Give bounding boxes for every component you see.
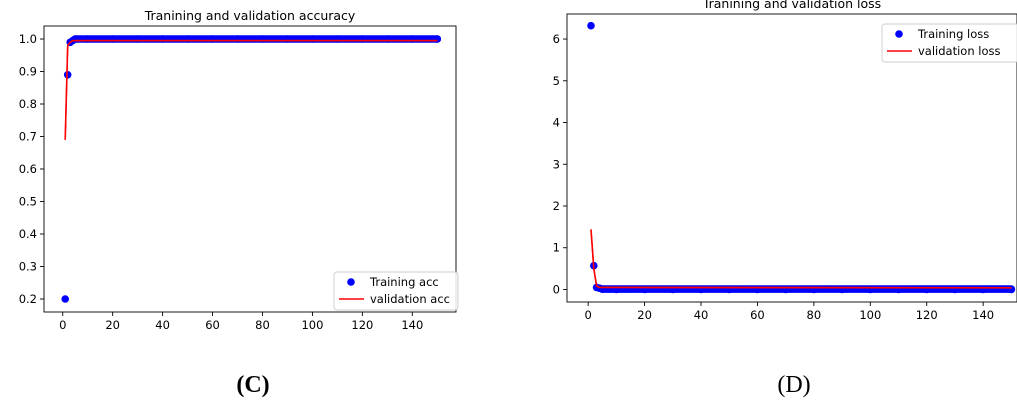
y-tick-label: 0.4 (19, 227, 37, 241)
series-line-1 (590, 229, 1012, 289)
y-tick-label: 2 (553, 199, 560, 213)
legend-label: Training loss (917, 27, 989, 41)
y-tick-label: 1.0 (19, 32, 37, 46)
accuracy-chart: Tranining and validation accuracy 0 20 40 60… (19, 8, 459, 332)
plot-frame (566, 13, 1017, 303)
x-tick-label: 140 (401, 318, 423, 332)
x-tick-label: 100 (301, 318, 323, 332)
y-tick-label: 0.9 (19, 65, 37, 79)
legend-marker (347, 278, 355, 286)
x-tick-label: 140 (972, 308, 994, 322)
y-tick-label: 0 (553, 282, 560, 296)
caption-d: (D) (777, 372, 811, 398)
x-tick-label: 80 (807, 308, 822, 322)
y-tick-label: 0.6 (19, 162, 37, 176)
x-tick-label: 120 (351, 318, 373, 332)
x-tick-label: 100 (859, 308, 881, 322)
x-tick-label: 80 (255, 318, 270, 332)
y-tick-label: 0.2 (19, 292, 37, 306)
legend-label: Training acc (369, 275, 439, 289)
x-tick-label: 60 (205, 318, 220, 332)
data-point (587, 21, 595, 30)
x-tick-label: 20 (105, 318, 120, 332)
series-line-1 (64, 39, 438, 140)
x-tick-label: 20 (637, 308, 652, 322)
y-tick-label: 5 (553, 74, 560, 88)
caption-c: (C) (236, 372, 270, 398)
x-tick-label: 0 (584, 308, 591, 322)
series-line-top-1 (64, 39, 438, 140)
y-tick-label: 1 (553, 241, 560, 255)
y-tick-label: 4 (553, 116, 560, 130)
y-tick-label: 0.5 (19, 195, 37, 209)
x-tick-label: 40 (155, 318, 170, 332)
legend-box (333, 271, 459, 311)
series-line-top-1 (590, 229, 1012, 289)
x-tick-label: 120 (916, 308, 938, 322)
plot-frame (43, 25, 457, 313)
chart-title: Tranining and validation loss (702, 0, 881, 11)
y-tick-label: 3 (553, 157, 560, 171)
legend-label: validation loss (918, 44, 1001, 58)
chart-title: Tranining and validation accuracy (144, 8, 356, 23)
legend-label: validation acc (370, 292, 450, 306)
y-tick-label: 0.8 (19, 97, 37, 111)
legend-box (881, 23, 1017, 63)
x-tick-label: 40 (694, 308, 709, 322)
y-tick-label: 6 (553, 32, 560, 46)
x-tick-label: 60 (750, 308, 765, 322)
x-tick-label: 0 (59, 318, 66, 332)
y-tick-label: 0.7 (19, 130, 37, 144)
y-tick-label: 0.3 (19, 260, 37, 274)
legend-marker (895, 30, 903, 38)
data-point (61, 295, 69, 303)
